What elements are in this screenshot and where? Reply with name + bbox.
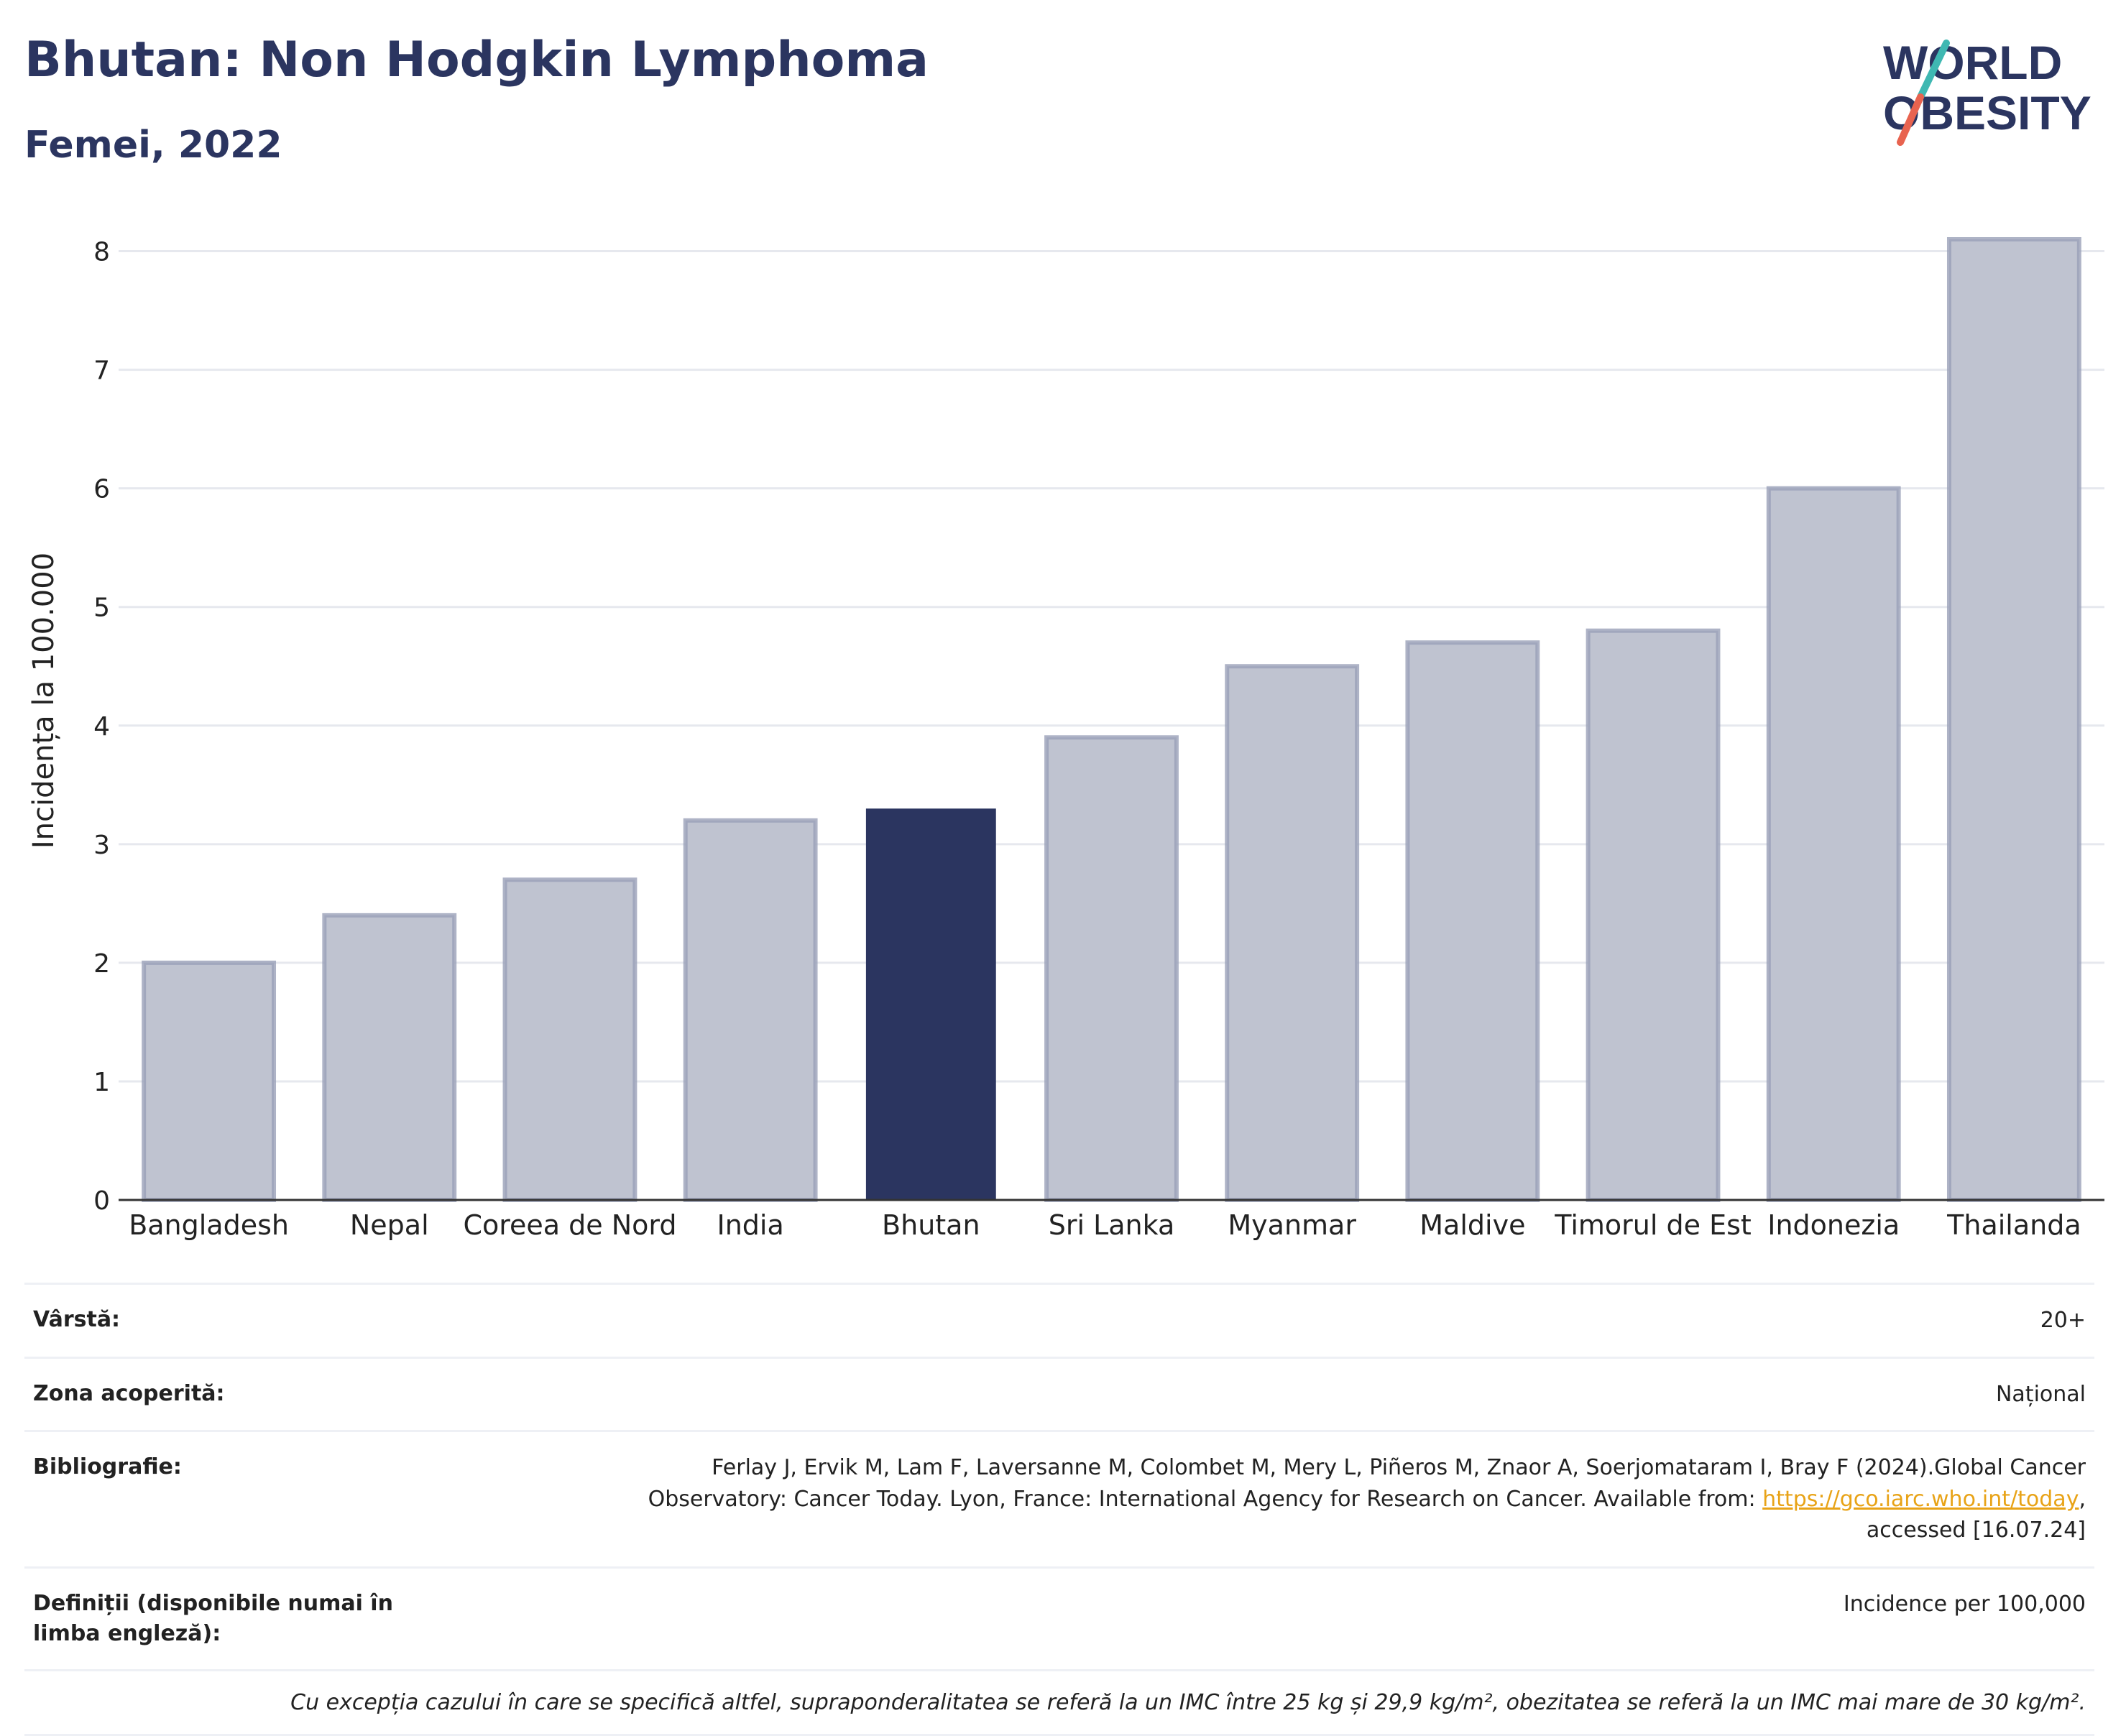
bar-coreea-de-nord[interactable] [502, 877, 638, 1203]
age-value: 20+ [2040, 1308, 2086, 1333]
y-tick-label: 5 [93, 594, 110, 623]
y-tick-label: 7 [93, 356, 110, 386]
y-tick-label: 4 [93, 712, 110, 742]
meta-row-zone: Zona acoperită: Național [24, 1356, 2094, 1431]
x-tick-label: Bangladesh [129, 1209, 289, 1241]
bar-bhutan[interactable] [865, 808, 996, 1200]
x-tick-label: Bhutan [882, 1209, 980, 1241]
bar-indonezia[interactable] [1766, 486, 1901, 1202]
x-tick-label: India [717, 1209, 784, 1241]
y-tick-label: 6 [93, 475, 110, 504]
meta-row-bibliography: Bibliografie: Ferlay J, Ervik M, Lam F, … [24, 1430, 2094, 1566]
chart-subtitle: Femei, 2022 [24, 124, 282, 167]
x-tick-label: Sri Lanka [1049, 1209, 1175, 1241]
y-tick-label: 1 [93, 1068, 110, 1097]
x-tick-label: Nepal [350, 1209, 429, 1241]
bar-nepal[interactable] [322, 913, 457, 1203]
bibliography-text-3: , [2079, 1486, 2086, 1512]
bar-maldive[interactable] [1405, 640, 1540, 1202]
bar-myanmar[interactable] [1225, 664, 1360, 1202]
bar-thailanda[interactable] [1946, 237, 2081, 1202]
definitions-value: Incidence per 100,000 [1843, 1591, 2086, 1617]
x-tick-label: Indonezia [1767, 1209, 1900, 1241]
y-tick-label: 8 [93, 238, 110, 267]
logo-line1: WORLD [1883, 36, 2062, 89]
x-tick-label: Maldive [1419, 1209, 1525, 1241]
y-tick-label: 3 [93, 831, 110, 860]
bar-india[interactable] [683, 818, 818, 1202]
bibliography-text-4: accessed [16.07.24] [1866, 1518, 2086, 1543]
definitions-label: Definiții (disponibile numai în limba en… [33, 1590, 393, 1646]
x-tick-label: Timorul de Est [1554, 1209, 1752, 1241]
bar-sri-lanka[interactable] [1044, 735, 1179, 1202]
zone-value: Național [1995, 1381, 2086, 1407]
y-tick-label: 0 [93, 1186, 110, 1216]
bibliography-link[interactable]: https://gco.iarc.who.int/today [1762, 1486, 2079, 1512]
x-tick-label: Thailanda [1946, 1209, 2081, 1241]
axes: 0 1 2 3 4 5 6 7 8 Bangladesh Nepal Coreea de Nord In… [93, 238, 2104, 1241]
x-tick-label: Myanmar [1228, 1209, 1356, 1241]
chart-title: Bhutan: Non Hodgkin Lymphoma [24, 32, 929, 88]
meta-row-age: Vârstă: 20+ [24, 1283, 2094, 1357]
meta-row-definitions: Definiții (disponibile numai în limba en… [24, 1566, 2094, 1669]
bars [142, 237, 2081, 1203]
bar-bangladesh[interactable] [142, 960, 277, 1202]
y-tick-label: 2 [93, 949, 110, 979]
footnote: Cu excepția cazului în care se specifică… [24, 1668, 2094, 1736]
zone-label: Zona acoperită: [33, 1380, 225, 1406]
metadata-table: Vârstă: 20+ Zona acoperită: Național Bib… [24, 1283, 2094, 1736]
y-axis-label: Incidența la 100.000 [27, 553, 60, 849]
bibliography-text-1: Ferlay J, Ervik M, Lam F, Laversanne M, … [712, 1455, 2086, 1480]
bibliography-label: Bibliografie: [33, 1454, 182, 1479]
age-label: Vârstă: [33, 1307, 121, 1332]
world-obesity-logo: WORLD OBESITY [1883, 36, 2092, 146]
bar-timorul-de-est[interactable] [1586, 628, 1721, 1202]
x-tick-label: Coreea de Nord [463, 1209, 676, 1241]
bar-chart: 0 1 2 3 4 5 6 7 8 Bangladesh Nepal Coreea de Nord In… [27, 237, 2104, 1241]
bibliography-text-2: Observatory: Cancer Today. Lyon, France:… [648, 1486, 1763, 1512]
bibliography-value: Ferlay J, Ervik M, Lam F, Laversanne M, … [493, 1452, 2086, 1546]
